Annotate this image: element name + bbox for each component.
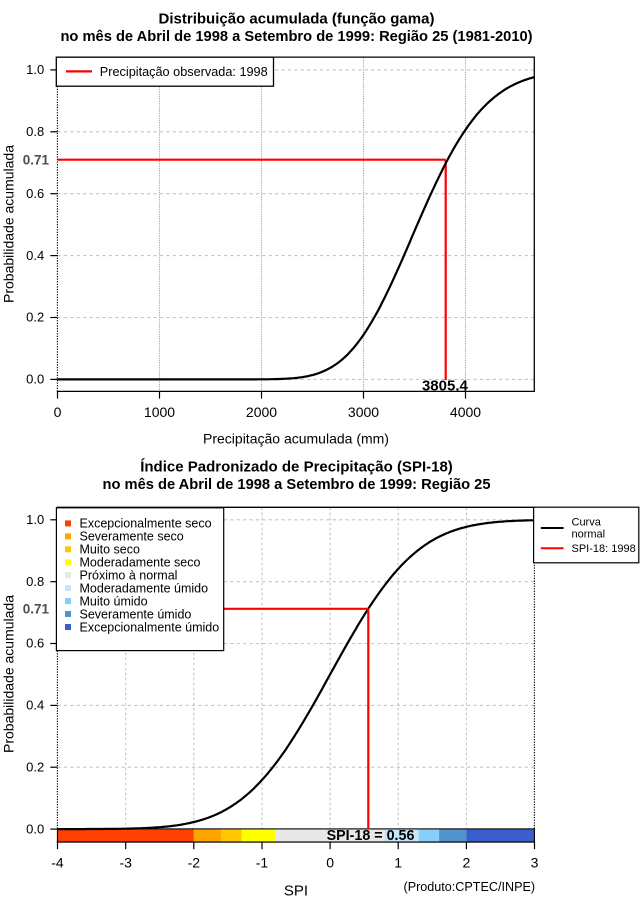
svg-text:0.6: 0.6 <box>26 636 44 651</box>
svg-text:Muito úmido: Muito úmido <box>80 594 148 608</box>
svg-text:Índice Padronizado de Precipit: Índice Padronizado de Precipitação (SPI-… <box>140 459 453 476</box>
svg-text:0: 0 <box>54 404 62 420</box>
svg-text:no mês de Abril de 1998 a Sete: no mês de Abril de 1998 a Setembro de 19… <box>60 29 532 45</box>
svg-text:3000: 3000 <box>348 404 379 420</box>
svg-text:Probabilidade acumulada: Probabilidade acumulada <box>1 595 17 753</box>
svg-text:1.0: 1.0 <box>26 62 44 77</box>
svg-text:Precipitação observada: 1998: Precipitação observada: 1998 <box>100 65 268 79</box>
svg-text:0.6: 0.6 <box>26 186 44 201</box>
svg-text:SPI: SPI <box>284 883 308 900</box>
svg-text:0: 0 <box>326 855 334 871</box>
svg-text:0.8: 0.8 <box>26 574 44 589</box>
svg-text:1.0: 1.0 <box>26 512 44 527</box>
svg-text:(Produto:CPTEC/INPE): (Produto:CPTEC/INPE) <box>404 880 536 894</box>
svg-text:4000: 4000 <box>450 404 481 420</box>
svg-text:1000: 1000 <box>144 404 175 420</box>
svg-text:0.8: 0.8 <box>26 124 44 139</box>
svg-text:1: 1 <box>394 855 402 871</box>
svg-text:Probabilidade acumulada: Probabilidade acumulada <box>1 145 17 303</box>
svg-text:-4: -4 <box>51 855 64 871</box>
svg-text:3805.4: 3805.4 <box>422 378 469 395</box>
svg-text:-3: -3 <box>119 855 132 871</box>
svg-text:0.71: 0.71 <box>23 602 50 617</box>
svg-text:SPI-18: 1998: SPI-18: 1998 <box>572 543 636 555</box>
svg-text:0.71: 0.71 <box>23 153 50 168</box>
svg-text:0.4: 0.4 <box>26 248 44 263</box>
svg-text:0.0: 0.0 <box>26 372 44 387</box>
svg-text:3: 3 <box>531 855 539 871</box>
svg-text:0.4: 0.4 <box>26 698 44 713</box>
svg-text:0.0: 0.0 <box>26 821 44 836</box>
svg-text:-2: -2 <box>188 855 201 871</box>
svg-text:Moderadamente seco: Moderadamente seco <box>80 556 201 570</box>
svg-text:Próximo à normal: Próximo à normal <box>80 569 178 583</box>
svg-text:Curva: Curva <box>572 516 602 528</box>
svg-text:Distribuição acumulada (função: Distribuição acumulada (função gama) <box>159 10 435 27</box>
svg-text:normal: normal <box>572 529 606 541</box>
svg-text:SPI-18 = 0.56: SPI-18 = 0.56 <box>327 828 415 844</box>
svg-text:no mês de Abril de 1998 a Sete: no mês de Abril de 1998 a Setembro de 19… <box>102 477 490 493</box>
svg-text:Excepcionalmente úmido: Excepcionalmente úmido <box>80 620 220 634</box>
svg-text:Severamente úmido: Severamente úmido <box>80 607 192 621</box>
svg-text:Moderadamente úmido: Moderadamente úmido <box>80 581 209 595</box>
svg-text:Precipitação acumulada (mm): Precipitação acumulada (mm) <box>203 430 389 446</box>
svg-text:2000: 2000 <box>246 404 277 420</box>
svg-text:0.2: 0.2 <box>26 759 44 774</box>
svg-text:Severamente seco: Severamente seco <box>80 530 184 544</box>
svg-text:Muito seco: Muito seco <box>80 543 140 557</box>
svg-text:-1: -1 <box>256 855 269 871</box>
svg-text:2: 2 <box>463 855 471 871</box>
svg-text:0.2: 0.2 <box>26 310 44 325</box>
svg-text:Excepcionalmente seco: Excepcionalmente seco <box>80 517 212 531</box>
